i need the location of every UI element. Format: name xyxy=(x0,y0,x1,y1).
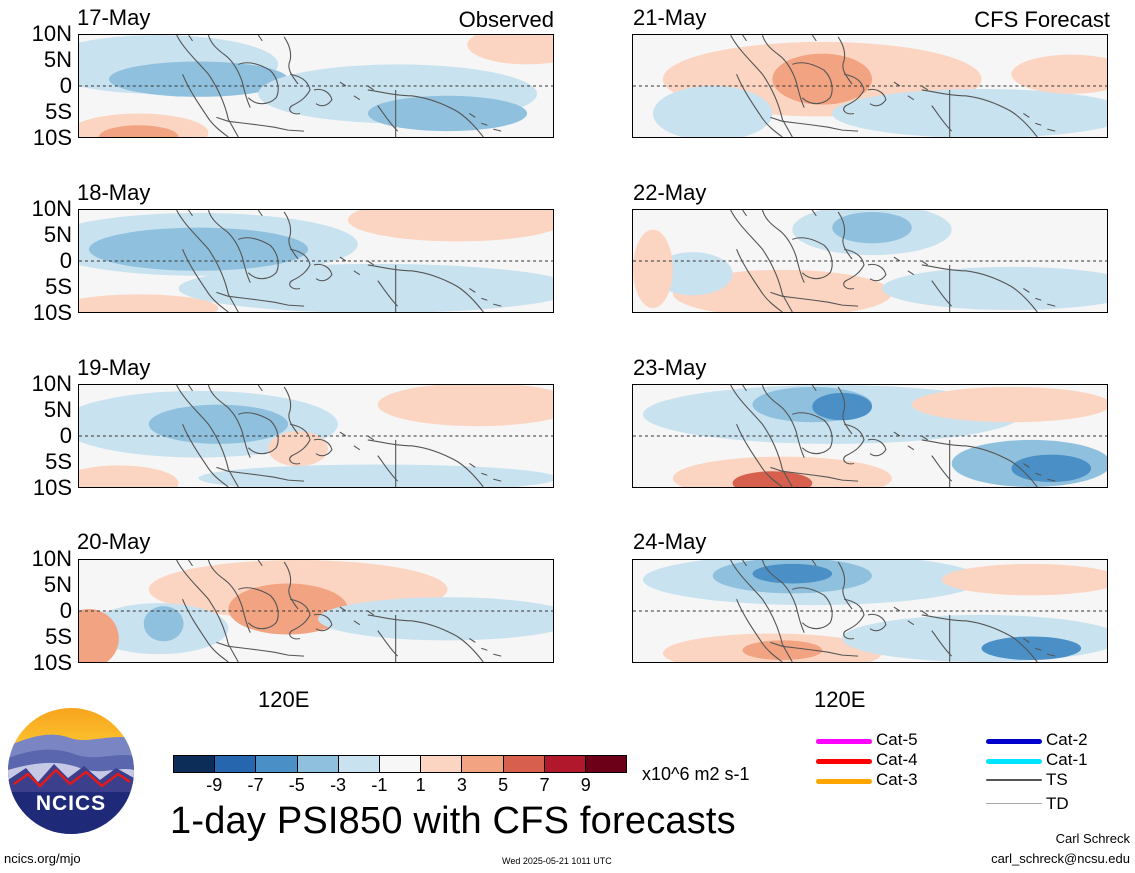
legend-label: TD xyxy=(1046,794,1069,813)
longitude-label: 120E xyxy=(814,687,866,712)
colorbar-swatch xyxy=(379,756,422,772)
colorbar-units: x10^6 m2 s-1 xyxy=(642,764,750,784)
longitude-label: 120E xyxy=(258,687,310,712)
colorbar-swatch xyxy=(544,756,586,772)
legend-line xyxy=(986,803,1042,804)
panel-date: 20-May xyxy=(77,529,151,554)
colorbar-tick: -9 xyxy=(206,775,223,795)
observed-map-panel xyxy=(78,384,554,488)
latitude-label: 10N xyxy=(31,196,72,221)
colorbar-tick: -3 xyxy=(330,775,347,795)
latitude-label: 10N xyxy=(31,546,72,571)
latitude-label: 10S xyxy=(32,475,72,500)
panel-date: 23-May xyxy=(633,355,707,380)
legend-label: Cat-5 xyxy=(876,730,918,749)
observed-map-panel xyxy=(78,559,554,663)
latitude-label: 10N xyxy=(31,371,72,396)
colorbar-swatch xyxy=(462,756,504,772)
forecast-map-panel xyxy=(632,384,1108,488)
legend-label: Cat-1 xyxy=(1046,750,1088,769)
observed-map-panel xyxy=(78,34,554,138)
legend-label: TS xyxy=(1046,770,1068,789)
forecast-label: CFS Forecast xyxy=(974,7,1110,32)
latitude-label: 0 xyxy=(59,598,72,623)
ncics-logo: NCICS xyxy=(8,708,134,834)
latitude-label: 0 xyxy=(59,73,72,98)
colorbar-tick: 9 xyxy=(580,775,591,795)
panel-date: 22-May xyxy=(633,180,707,205)
colorbar-swatch xyxy=(421,756,463,772)
latitude-label: 5S xyxy=(45,274,72,299)
latitude-label: 0 xyxy=(59,248,72,273)
figure-title: 1-day PSI850 with CFS forecasts xyxy=(170,800,736,842)
colorbar-swatch xyxy=(503,756,545,772)
legend-line xyxy=(986,739,1042,744)
latitude-label: 10S xyxy=(32,300,72,325)
forecast-map-panel xyxy=(632,559,1108,663)
legend-line xyxy=(816,759,872,764)
colorbar-tick: -1 xyxy=(371,775,388,795)
latitude-label: 5N xyxy=(43,397,72,422)
panel-date: 19-May xyxy=(77,355,151,380)
latitude-label: 10N xyxy=(31,21,72,46)
colorbar xyxy=(173,755,627,773)
latitude-label: 5S xyxy=(45,449,72,474)
colorbar-swatch xyxy=(215,756,257,772)
observed-map-panel xyxy=(78,209,554,313)
legend-line xyxy=(816,779,872,784)
colorbar-swatch xyxy=(297,756,339,772)
panel-date: 21-May xyxy=(633,5,707,30)
legend-label: Cat-2 xyxy=(1046,730,1088,749)
footer-url: ncics.org/mjo xyxy=(4,851,81,866)
colorbar-swatch xyxy=(338,756,380,772)
logo-text: NCICS xyxy=(35,792,107,815)
latitude-label: 5N xyxy=(43,222,72,247)
latitude-label: 5S xyxy=(45,99,72,124)
legend-line xyxy=(816,739,872,744)
colorbar-tick: -5 xyxy=(288,775,305,795)
footer-email: carl_schreck@ncsu.edu xyxy=(991,851,1130,866)
panel-date: 17-May xyxy=(77,5,151,30)
legend-label: Cat-3 xyxy=(876,770,918,789)
latitude-label: 10S xyxy=(32,125,72,150)
panel-date: 18-May xyxy=(77,180,151,205)
panel-date: 24-May xyxy=(633,529,707,554)
colorbar-tick: 5 xyxy=(498,775,509,795)
observed-label: Observed xyxy=(458,7,554,32)
latitude-label: 5S xyxy=(45,624,72,649)
latitude-label: 5N xyxy=(43,572,72,597)
forecast-map-panel xyxy=(632,34,1108,138)
footer-author: Carl Schreck xyxy=(1055,831,1130,846)
legend-line xyxy=(986,779,1042,781)
forecast-map-panel xyxy=(632,209,1108,313)
colorbar-tick: 7 xyxy=(539,775,550,795)
colorbar-tick: 1 xyxy=(415,775,426,795)
colorbar-swatch xyxy=(256,756,298,772)
legend-line xyxy=(986,759,1042,764)
latitude-label: 5N xyxy=(43,47,72,72)
footer-timestamp: Wed 2025-05-21 1011 UTC xyxy=(502,856,612,866)
colorbar-tick: -7 xyxy=(247,775,264,795)
colorbar-swatch xyxy=(174,756,216,772)
colorbar-tick: 3 xyxy=(456,775,467,795)
latitude-label: 10S xyxy=(32,650,72,675)
latitude-label: 0 xyxy=(59,423,72,448)
colorbar-swatch xyxy=(585,756,627,772)
legend-label: Cat-4 xyxy=(876,750,918,769)
